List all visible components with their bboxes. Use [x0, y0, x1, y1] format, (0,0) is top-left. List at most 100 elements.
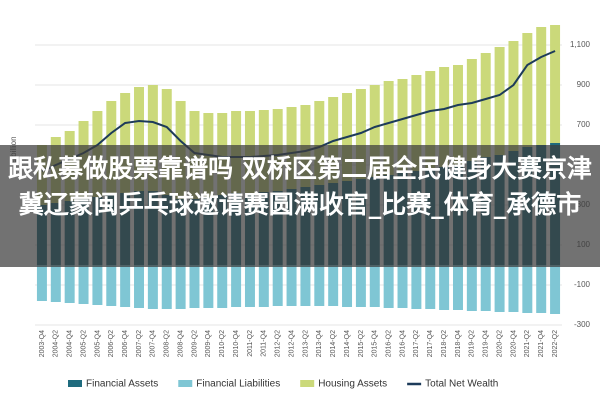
bar-segment: [480, 265, 491, 311]
bar-segment: [536, 27, 547, 145]
bar-segment: [452, 65, 463, 165]
bar-segment: [439, 67, 450, 167]
bar-segment: [106, 265, 117, 306]
legend-swatch: [300, 380, 315, 387]
bar-segment: [203, 265, 214, 308]
bar-segment: [314, 265, 325, 306]
x-tick-label: 2012-Q4: [288, 330, 295, 357]
bar-segment: [175, 265, 186, 309]
bar-segment: [425, 71, 436, 169]
legend-swatch: [68, 380, 82, 387]
x-tick-label: 2004-Q2: [53, 330, 60, 357]
bar-segment: [536, 265, 547, 313]
bar-segment: [300, 265, 311, 306]
bar-segment: [466, 265, 477, 311]
bar-segment: [328, 265, 339, 306]
bar-segment: [439, 265, 450, 310]
bar-segment: [522, 33, 533, 147]
bar-segment: [286, 265, 297, 306]
y-tick-label: 700: [577, 120, 591, 129]
x-tick-label: 2021-Q2: [524, 330, 531, 357]
x-tick-label: 2007-Q4: [150, 330, 157, 357]
bar-segment: [217, 265, 228, 308]
x-tick-label: 2012-Q2: [275, 330, 282, 357]
legend-swatch: [178, 380, 193, 387]
x-tick-label: 2005-Q2: [80, 330, 87, 357]
x-tick-label: 2014-Q2: [330, 330, 337, 357]
x-tick-label: 2015-Q2: [358, 330, 365, 357]
x-tick-label: 2013-Q2: [302, 330, 309, 357]
bar-segment: [244, 265, 255, 307]
legend-label: Financial Liabilities: [196, 379, 280, 390]
bar-segment: [508, 41, 519, 151]
x-tick-label: 2013-Q4: [316, 330, 323, 357]
bar-segment: [369, 265, 380, 307]
x-tick-label: 2018-Q4: [455, 330, 462, 357]
x-tick-label: 2015-Q4: [372, 330, 379, 357]
bar-segment: [36, 265, 47, 301]
bar-segment: [494, 265, 505, 312]
x-tick-label: 2011-Q4: [261, 330, 268, 357]
bar-segment: [355, 265, 366, 307]
bar-segment: [231, 265, 242, 307]
bar-segment: [342, 265, 353, 307]
bar-segment: [550, 265, 561, 314]
bar-segment: [189, 265, 200, 308]
legend-label: Housing Assets: [318, 379, 387, 390]
bar-segment: [425, 265, 436, 309]
x-tick-label: 2006-Q2: [108, 330, 115, 357]
bar-segment: [397, 79, 408, 173]
x-tick-label: 2017-Q4: [427, 330, 434, 357]
bar-segment: [480, 53, 491, 157]
legend-label: Total Net Wealth: [425, 379, 498, 390]
x-tick-label: 2009-Q4: [205, 330, 212, 357]
x-tick-label: 2008-Q4: [177, 330, 184, 357]
bar-segment: [258, 265, 269, 307]
overlay-banner: 跟私募做股票靠谱吗 双桥区第二届全民健身大赛京津冀辽蒙闽乒乓球邀请赛圆满收官_比…: [0, 145, 600, 267]
x-tick-label: 2016-Q2: [385, 330, 392, 357]
bar-segment: [522, 265, 533, 313]
y-tick-label: 1,100: [570, 40, 591, 49]
x-tick-label: 2014-Q4: [344, 330, 351, 357]
bar-segment: [411, 75, 422, 171]
x-tick-label: 2008-Q2: [164, 330, 171, 357]
bar-segment: [411, 265, 422, 309]
x-tick-label: 2003-Q4: [39, 330, 46, 357]
bar-segment: [147, 85, 158, 191]
y-tick-label: -300: [574, 320, 591, 329]
x-tick-label: 2005-Q4: [94, 330, 101, 357]
bar-segment: [508, 265, 519, 312]
bar-segment: [147, 265, 158, 309]
x-tick-label: 2020-Q4: [510, 330, 517, 357]
x-tick-label: 2019-Q2: [469, 330, 476, 357]
legend-label: Financial Assets: [86, 379, 158, 390]
bar-segment: [383, 265, 394, 308]
x-tick-label: 2004-Q4: [67, 330, 74, 357]
bar-segment: [78, 265, 89, 304]
x-tick-label: 2006-Q4: [122, 330, 129, 357]
bar-segment: [161, 89, 172, 195]
bar-segment: [383, 81, 394, 175]
bar-segment: [134, 265, 145, 308]
x-tick-label: 2022-Q2: [552, 330, 559, 357]
x-tick-label: 2010-Q2: [219, 330, 226, 357]
x-tick-label: 2017-Q2: [413, 330, 420, 357]
x-tick-label: 2009-Q2: [191, 330, 198, 357]
y-tick-label: 900: [577, 80, 591, 89]
bar-segment: [452, 265, 463, 310]
x-tick-label: 2011-Q2: [247, 330, 254, 357]
bar-segment: [550, 25, 561, 143]
x-tick-label: 2021-Q4: [538, 330, 545, 357]
bar-segment: [466, 59, 477, 161]
x-tick-label: 2020-Q2: [496, 330, 503, 357]
x-tick-label: 2019-Q4: [483, 330, 490, 357]
bar-segment: [272, 265, 283, 306]
bar-segment: [397, 265, 408, 308]
bar-segment: [50, 265, 61, 302]
bar-segment: [120, 93, 131, 193]
bar-segment: [369, 85, 380, 177]
bar-segment: [120, 265, 131, 307]
x-tick-label: 2010-Q4: [233, 330, 240, 357]
bar-segment: [134, 87, 145, 191]
